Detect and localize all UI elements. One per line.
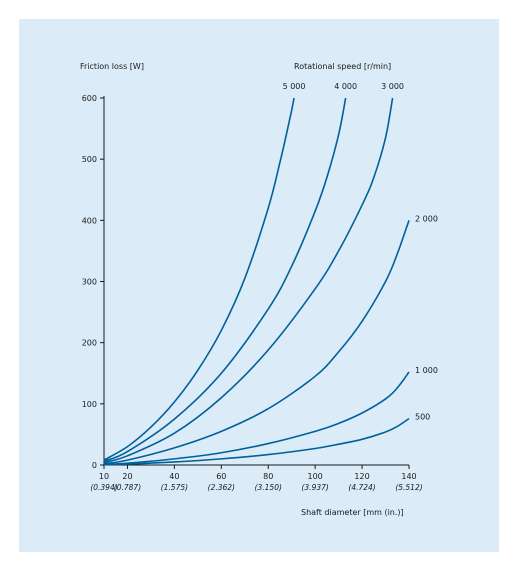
series-line — [103, 220, 410, 465]
chart-panel — [19, 19, 499, 552]
series-label: 4 000 — [334, 82, 357, 91]
x-tick-sublabel: (3.150) — [255, 483, 282, 492]
x-axis-label: Shaft diameter [mm (in.)] — [301, 508, 404, 517]
x-tick-sublabel: (4.724) — [348, 483, 375, 492]
series-line — [103, 97, 394, 464]
series-labels: 5 000 4 000 3 000 2 000 1 000 500 — [283, 82, 438, 422]
series-label: 1 000 — [415, 366, 438, 375]
x-tick-label: 60 — [216, 472, 226, 481]
x-tick-label: 100 — [308, 472, 323, 481]
x-tick-label: 140 — [401, 472, 416, 481]
x-tick-sublabel: (0.787) — [114, 483, 141, 492]
series-line — [103, 417, 410, 466]
series-line — [103, 371, 410, 466]
x-tick-label: 10 — [99, 472, 109, 481]
x-tick-sublabel: (0.394) — [90, 483, 117, 492]
series-label: 3 000 — [381, 82, 404, 91]
y-tick-label: 0 — [92, 461, 97, 470]
series-lines — [103, 97, 410, 466]
x-tick-label: 120 — [354, 472, 369, 481]
y-tick-label: 100 — [82, 400, 97, 409]
series-label: 2 000 — [415, 214, 438, 223]
y-axis-label: Friction loss [W] — [80, 62, 144, 71]
x-tick-label: 40 — [169, 472, 179, 481]
x-tick-label: 80 — [263, 472, 273, 481]
y-tick-label: 500 — [82, 155, 97, 164]
axes: 0 100 200 300 400 500 600 10 (0.394) 20 (0.787) 40 (… — [82, 94, 423, 492]
y-tick-label: 200 — [82, 339, 97, 348]
series-line — [103, 97, 347, 463]
series-line — [103, 97, 295, 461]
x-tick-label: 20 — [122, 472, 132, 481]
y-tick-label: 600 — [82, 94, 97, 103]
x-tick-sublabel: (2.362) — [208, 483, 235, 492]
x-tick-sublabel: (1.575) — [161, 483, 188, 492]
legend-title: Rotational speed [r/min] — [294, 62, 391, 71]
x-tick-sublabel: (3.937) — [301, 483, 328, 492]
y-tick-label: 300 — [82, 278, 97, 287]
x-tick-sublabel: (5.512) — [395, 483, 422, 492]
y-tick-label: 400 — [82, 216, 97, 225]
series-label: 5 000 — [283, 82, 306, 91]
series-label: 500 — [415, 413, 430, 422]
